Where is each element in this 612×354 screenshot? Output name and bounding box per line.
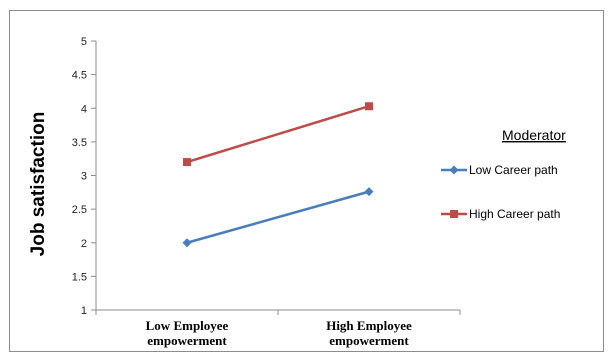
- data-point: [182, 238, 192, 248]
- y-tick-label: 5: [81, 36, 87, 48]
- legend-marker: [449, 165, 459, 175]
- y-axis-label: Job satisfaction: [28, 112, 49, 257]
- legend-label: Low Career path: [469, 163, 558, 177]
- y-tick-label: 4: [81, 103, 87, 115]
- data-point: [183, 158, 191, 167]
- legend-marker: [450, 210, 458, 218]
- x-tick-label: Low Employee empowerment: [146, 318, 229, 348]
- legend-label: High Career path: [469, 207, 560, 221]
- y-tick-label: 2: [81, 238, 87, 250]
- y-tick-label: 3.5: [72, 137, 87, 149]
- legend-title: Moderator: [502, 127, 566, 143]
- series-line-2: [186, 105, 370, 164]
- x-tick-label: High Employee empowerment: [326, 318, 412, 348]
- series-line-1: [186, 190, 370, 244]
- legend: Moderator Low Career path High Career pat…: [441, 127, 566, 221]
- data-point: [365, 102, 373, 111]
- y-tick-label: 1.5: [72, 271, 87, 283]
- y-tick-label: 4.5: [72, 70, 87, 82]
- y-tick-label: 3: [81, 171, 87, 183]
- data-point: [364, 187, 374, 197]
- y-tick-label: 2.5: [72, 204, 87, 216]
- chart-frame: [9, 10, 604, 352]
- y-tick-label: 1: [81, 305, 87, 317]
